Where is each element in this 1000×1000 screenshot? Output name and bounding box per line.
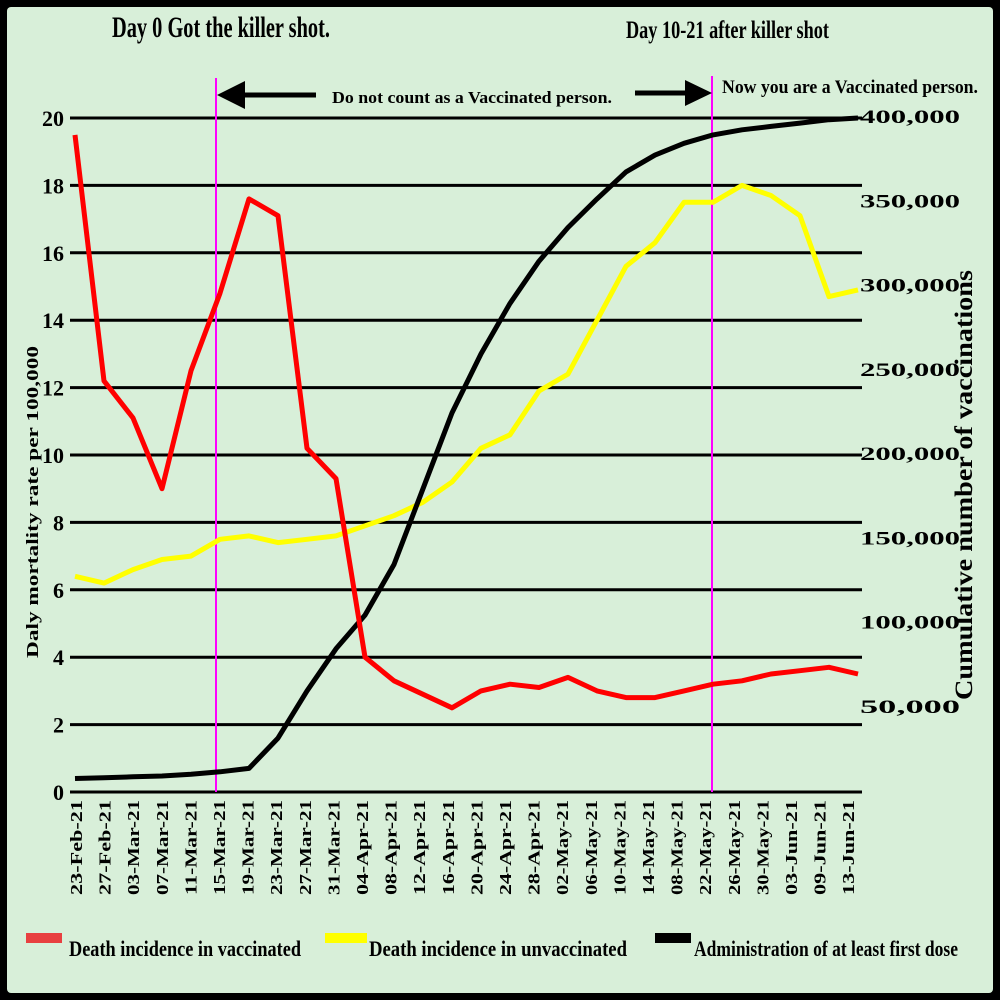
chart-frame (7, 7, 993, 993)
legend-swatch-doses (655, 933, 691, 943)
left-tick-label: 16 (42, 241, 64, 266)
right-tick-label: 250,000 (860, 360, 960, 381)
x-tick-label: 04-Apr-21 (353, 800, 372, 895)
x-tick-label: 20-Apr-21 (467, 800, 486, 895)
legend-swatch-vaccinated (26, 933, 62, 943)
left-tick-label: 4 (53, 645, 64, 670)
x-tick-label: 23-Mar-21 (267, 800, 286, 895)
legend: Death incidence in vaccinated Death inci… (26, 933, 958, 961)
x-tick-label: 03-Mar-21 (124, 800, 143, 895)
left-axis-ticks: 0 2 4 6 8 10 12 14 16 18 20 (42, 106, 64, 805)
left-tick-label: 6 (53, 578, 64, 603)
annotation-now-vaccinated: Now you are a Vaccinated person. (722, 77, 978, 98)
series-lines (72, 115, 859, 781)
line-doses (74, 115, 859, 781)
x-tick-label: 26-May-21 (725, 800, 744, 895)
x-tick-label: 02-May-21 (553, 800, 572, 895)
legend-label-unvaccinated: Death incidence in unvaccinated (369, 936, 627, 961)
x-tick-label: 08-May-21 (668, 800, 687, 895)
annotation-not-counted: Do not count as a Vaccinated person. (332, 88, 612, 107)
gridlines (70, 116, 862, 794)
left-tick-label: 14 (42, 308, 64, 333)
right-tick-label: 100,000 (860, 613, 960, 634)
annotation-day0: Day 0 Got the killer shot. (112, 11, 330, 44)
right-tick-label: 200,000 (860, 444, 960, 465)
right-axis-label: Cumulative number of vaccinations (951, 270, 978, 700)
legend-label-vaccinated: Death incidence in vaccinated (69, 936, 301, 961)
x-tick-label: 31-Mar-21 (324, 800, 343, 895)
x-axis-ticks: 23-Feb-21 27-Feb-21 03-Mar-21 07-Mar-21 11-M… (67, 800, 858, 895)
x-tick-label: 28-Apr-21 (525, 800, 544, 895)
legend-label-doses: Administration of at least first dose (694, 936, 958, 961)
x-tick-label: 27-Mar-21 (296, 800, 315, 895)
x-tick-label: 23-Feb-21 (67, 800, 86, 895)
right-tick-label: 350,000 (860, 191, 960, 212)
x-tick-label: 06-May-21 (582, 800, 601, 895)
x-tick-label: 03-Jun-21 (782, 800, 801, 895)
left-tick-label: 18 (42, 173, 64, 198)
left-axis-label: Daly mortality rate per 100,000 (23, 346, 42, 658)
left-tick-label: 20 (42, 106, 64, 131)
x-tick-label: 15-Mar-21 (210, 800, 229, 895)
right-tick-label: 300,000 (860, 276, 960, 297)
x-tick-label: 14-May-21 (639, 800, 658, 895)
x-tick-label: 10-May-21 (610, 800, 629, 895)
x-tick-label: 09-Jun-21 (811, 800, 830, 895)
x-tick-label: 07-Mar-21 (153, 800, 172, 895)
line-vaccinated (72, 134, 859, 711)
left-tick-label: 8 (53, 510, 64, 535)
annotation-day10-21: Day 10-21 after killer shot (626, 17, 829, 45)
right-tick-label: 150,000 (860, 528, 960, 549)
right-tick-label: 50,000 (860, 697, 960, 718)
left-tick-label: 2 (53, 713, 64, 738)
x-tick-label: 11-Mar-21 (181, 800, 200, 895)
left-tick-label: 10 (42, 443, 64, 468)
x-tick-label: 12-Apr-21 (410, 800, 429, 895)
x-tick-label: 08-Apr-21 (382, 800, 401, 895)
left-arrow-icon (217, 81, 316, 109)
x-tick-label: 16-Apr-21 (439, 800, 458, 895)
x-tick-label: 27-Feb-21 (96, 800, 115, 895)
x-tick-label: 13-Jun-21 (839, 800, 858, 895)
left-tick-label: 12 (42, 376, 64, 401)
line-unvaccinated (74, 182, 859, 586)
left-tick-label: 0 (53, 780, 64, 805)
x-tick-label: 22-May-21 (696, 800, 715, 895)
right-axis-ticks: 50,000 100,000 150,000 200,000 250,000 300,00… (860, 107, 960, 718)
x-tick-label: 30-May-21 (753, 800, 772, 895)
vertical-markers (215, 76, 713, 792)
right-tick-label: 400,000 (860, 107, 960, 128)
x-tick-label: 24-Apr-21 (496, 800, 515, 895)
right-arrow-icon (635, 80, 712, 106)
x-tick-label: 19-Mar-21 (239, 800, 258, 895)
legend-swatch-unvaccinated (325, 933, 367, 943)
